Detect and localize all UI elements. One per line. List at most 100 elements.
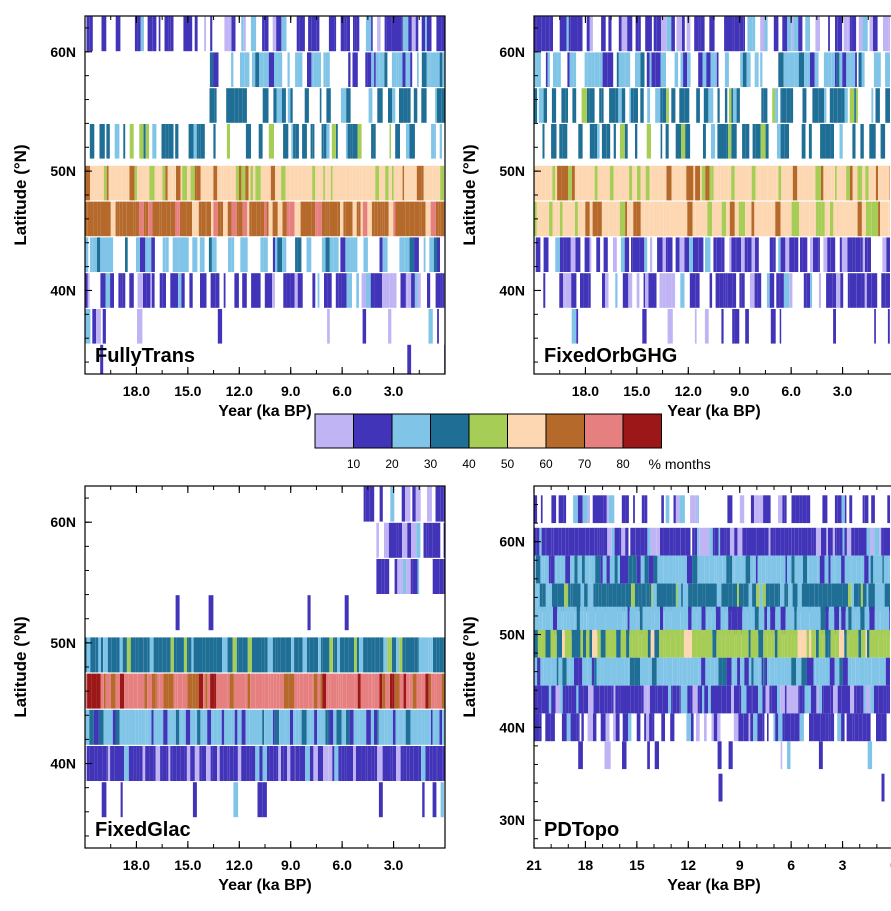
heat-cell [740, 658, 744, 686]
heat-cell [737, 528, 742, 556]
heat-cell [396, 52, 398, 87]
heat-cell [338, 166, 343, 201]
band-55.5n [534, 88, 891, 123]
heat-cell [801, 658, 806, 686]
heat-cell [769, 686, 771, 714]
heat-cell [273, 237, 275, 272]
heat-cell [705, 556, 710, 584]
heat-cell [241, 166, 245, 201]
heat-cell [233, 746, 238, 781]
heat-cell [749, 52, 751, 87]
heat-cell [604, 495, 607, 523]
heat-cell [760, 17, 764, 52]
heat-cell [590, 630, 593, 658]
heat-cell [637, 166, 641, 201]
heat-cell [686, 713, 691, 741]
heat-cell [684, 630, 688, 658]
heat-cell [850, 202, 855, 237]
heat-cell [180, 237, 184, 272]
heat-cell [271, 674, 274, 709]
heat-cell [761, 88, 763, 123]
heat-cell [797, 166, 799, 201]
heat-cell [396, 746, 401, 781]
heat-cell [814, 202, 816, 237]
heat-cell [560, 202, 563, 237]
heat-cell [712, 202, 714, 237]
heat-cell [241, 17, 243, 52]
heat-cell [576, 237, 581, 272]
heat-cell [181, 166, 183, 201]
heat-cell [645, 528, 648, 556]
heat-cell [242, 88, 247, 123]
heat-cell [392, 637, 396, 672]
heat-cell [755, 237, 759, 272]
heat-cell [865, 237, 868, 272]
heat-cell [885, 88, 890, 123]
heat-cell [262, 674, 264, 709]
heat-cell [563, 495, 566, 523]
x-tick-label: 6.0 [332, 857, 352, 873]
heat-cell [368, 746, 371, 781]
heat-cell [578, 713, 580, 741]
heat-cell [258, 782, 263, 817]
heat-cell [283, 202, 287, 237]
heat-cell [203, 674, 205, 709]
heat-cell [224, 166, 227, 201]
heat-cell [695, 273, 699, 308]
heat-cell [695, 166, 700, 201]
heat-cell [424, 523, 427, 558]
heat-cell [96, 637, 99, 672]
heat-cell [273, 746, 276, 781]
heat-cell [429, 52, 431, 87]
heat-cell [408, 17, 412, 52]
heat-cell [654, 630, 659, 658]
heat-cell [382, 202, 385, 237]
heat-cell [869, 124, 873, 159]
heat-cell [317, 202, 322, 237]
heat-cell [588, 686, 593, 714]
heat-cell [300, 17, 305, 52]
colorbar-label: 80 [616, 457, 630, 471]
heat-cell [210, 674, 214, 709]
x-tick-label: 3.0 [833, 383, 853, 399]
heat-cell [626, 630, 629, 658]
heat-cell [438, 710, 440, 745]
heat-cell [187, 202, 192, 237]
heat-cell [212, 746, 217, 781]
heat-cell [838, 17, 842, 52]
heat-cell [647, 17, 652, 52]
heat-cell [123, 273, 126, 308]
heat-cell [442, 637, 444, 672]
heat-cell [366, 487, 370, 522]
heat-cell [628, 273, 632, 308]
heat-cell [705, 309, 709, 344]
heat-cell [433, 710, 435, 745]
heat-cell [559, 495, 562, 523]
heat-cell [704, 528, 709, 556]
heat-cell [740, 202, 745, 237]
heat-cell [371, 637, 374, 672]
heat-cell [600, 528, 602, 556]
heat-cell [573, 52, 576, 87]
heat-cell [798, 630, 801, 658]
heat-cell [677, 202, 683, 237]
band-46n [534, 202, 891, 237]
heat-cell [747, 686, 752, 714]
heat-cell [604, 658, 608, 686]
heat-cell [374, 710, 377, 745]
heat-cell [183, 710, 186, 745]
heat-cell [195, 674, 199, 709]
heat-cell [318, 674, 321, 709]
heat-cell [92, 309, 96, 344]
heat-cell [784, 713, 786, 741]
x-tick-label: 21 [526, 857, 542, 873]
heat-cell [259, 52, 264, 87]
heat-cell [656, 202, 660, 237]
heat-cell [638, 630, 642, 658]
heat-cell [606, 741, 611, 769]
heat-cell [732, 88, 734, 123]
heat-cell [375, 273, 380, 308]
heat-cell [806, 202, 810, 237]
heat-cell [878, 686, 883, 714]
heat-cell [318, 746, 323, 781]
